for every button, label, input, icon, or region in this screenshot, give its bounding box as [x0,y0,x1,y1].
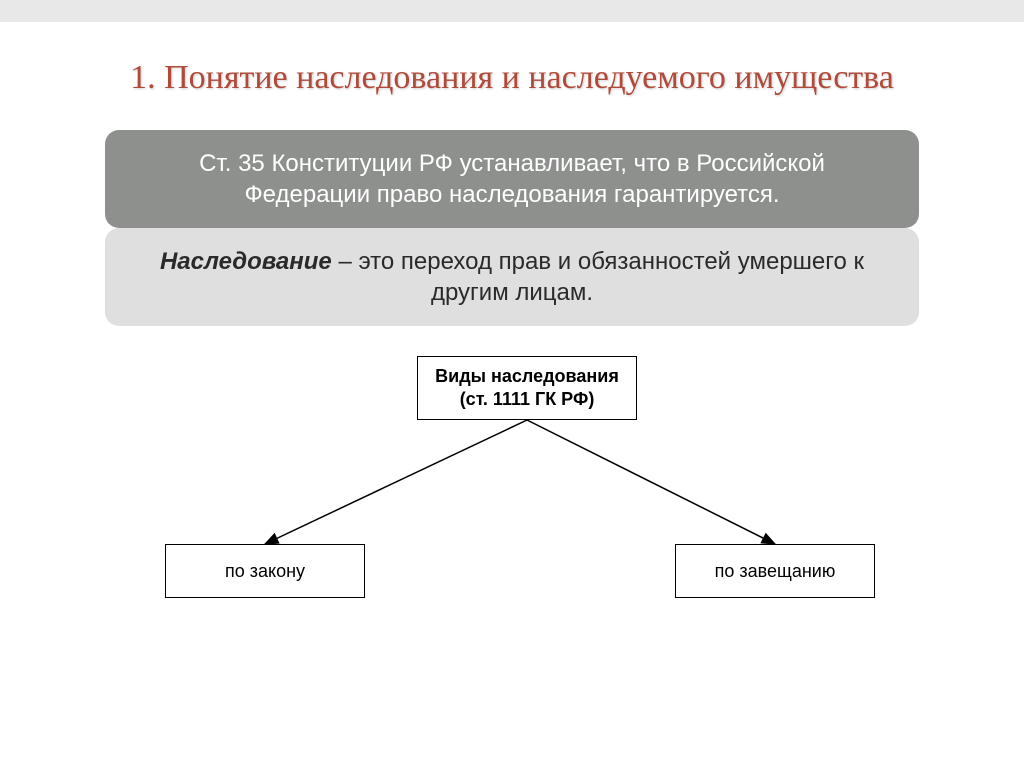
definition-box: Наследование – это переход прав и обязан… [105,228,919,326]
diagram-root-node: Виды наследования (ст. 1111 ГК РФ) [417,356,637,420]
diagram-left-node: по закону [165,544,365,598]
root-line1: Виды наследования [435,365,619,388]
top-bar [0,0,1024,22]
left-label: по закону [225,560,305,583]
constitution-box: Ст. 35 Конституции РФ устанавливает, что… [105,130,919,228]
page-title: 1. Понятие наследования и наследуемого и… [55,57,969,100]
right-label: по завещанию [715,560,836,583]
definition-text: – это переход прав и обязанностей умерше… [332,248,864,306]
content-area: 1. Понятие наследования и наследуемого и… [0,22,1024,616]
definition-term: Наследование [160,248,332,275]
root-line2: (ст. 1111 ГК РФ) [460,388,595,411]
inheritance-types-diagram: Виды наследования (ст. 1111 ГК РФ) по за… [55,356,969,616]
diagram-right-node: по завещанию [675,544,875,598]
